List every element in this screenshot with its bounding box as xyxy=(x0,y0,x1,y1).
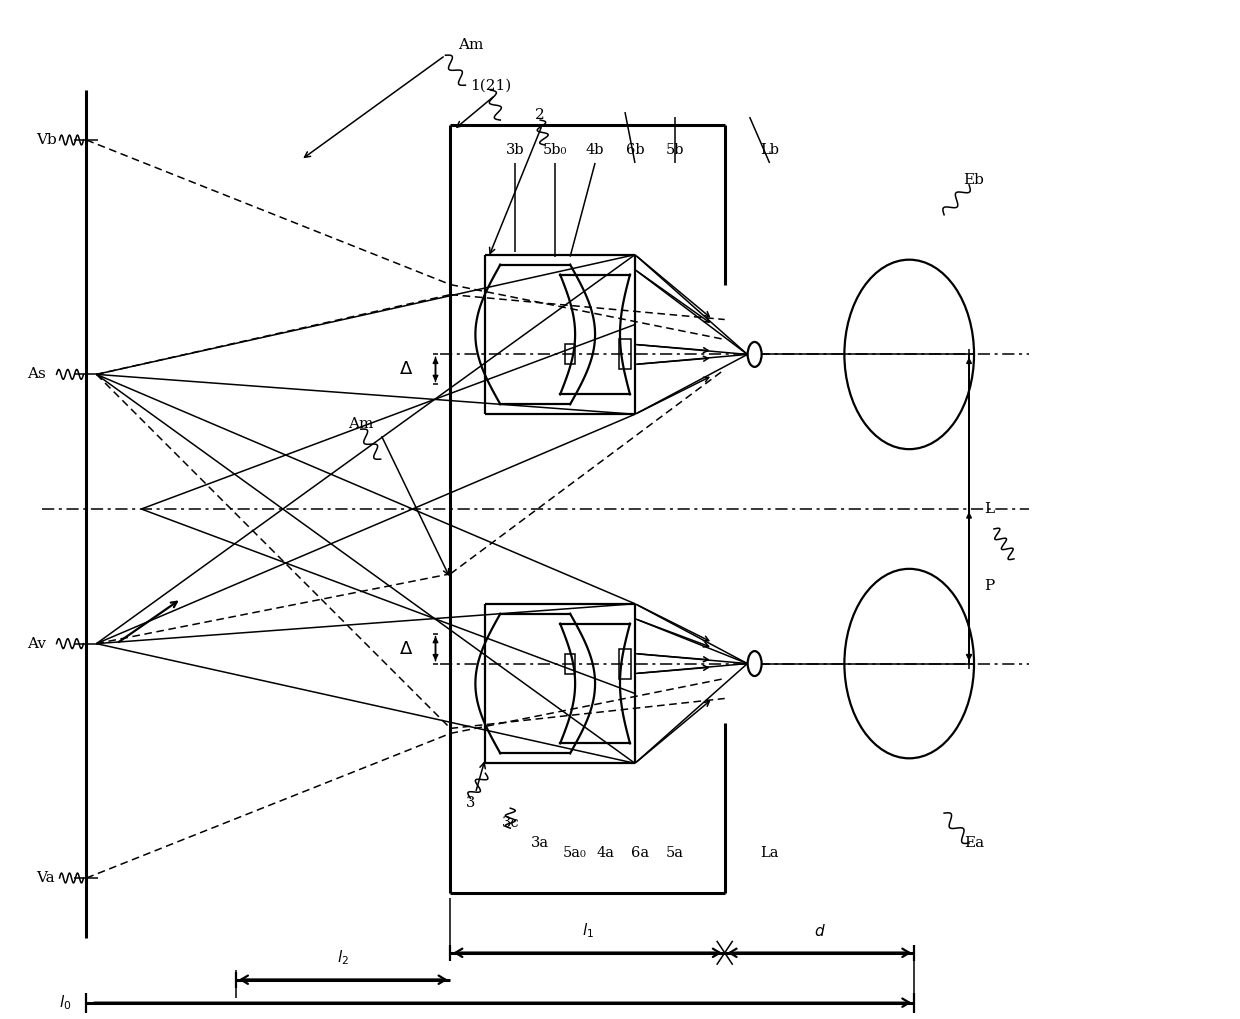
Text: $l_0$: $l_0$ xyxy=(60,994,72,1012)
Text: $d$: $d$ xyxy=(813,923,826,938)
Text: 5a: 5a xyxy=(666,846,683,860)
Text: 6a: 6a xyxy=(631,846,649,860)
Text: 2: 2 xyxy=(536,108,546,122)
Text: $\Delta$: $\Delta$ xyxy=(398,361,413,378)
Text: 5b: 5b xyxy=(666,143,684,157)
Text: As: As xyxy=(26,368,46,381)
Text: La: La xyxy=(760,846,779,860)
Text: 3c: 3c xyxy=(501,816,520,830)
Text: Va: Va xyxy=(37,871,56,884)
Text: 3: 3 xyxy=(466,796,475,810)
Bar xyxy=(565,653,575,674)
Text: $\Delta$: $\Delta$ xyxy=(398,640,413,657)
Text: 5b₀: 5b₀ xyxy=(543,143,568,157)
Ellipse shape xyxy=(748,651,761,676)
Text: 1(21): 1(21) xyxy=(470,78,511,92)
Text: Eb: Eb xyxy=(963,173,985,186)
Text: Ea: Ea xyxy=(963,836,985,850)
Bar xyxy=(619,649,631,679)
Text: $l_1$: $l_1$ xyxy=(582,921,594,941)
Text: P: P xyxy=(983,579,994,593)
Text: 3a: 3a xyxy=(531,836,549,850)
Ellipse shape xyxy=(748,342,761,367)
Bar xyxy=(565,344,575,365)
Text: Am: Am xyxy=(458,39,484,52)
Text: 6b: 6b xyxy=(626,143,645,157)
Text: 4a: 4a xyxy=(596,846,614,860)
Text: 4b: 4b xyxy=(585,143,604,157)
Text: $l_2$: $l_2$ xyxy=(337,949,350,967)
Text: L: L xyxy=(983,502,994,516)
Text: Lb: Lb xyxy=(760,143,779,157)
Bar xyxy=(619,339,631,369)
Text: Av: Av xyxy=(26,637,46,651)
Text: Am: Am xyxy=(348,417,373,431)
Text: 3b: 3b xyxy=(506,143,525,157)
Text: 5a₀: 5a₀ xyxy=(563,846,587,860)
Text: Vb: Vb xyxy=(37,133,57,147)
